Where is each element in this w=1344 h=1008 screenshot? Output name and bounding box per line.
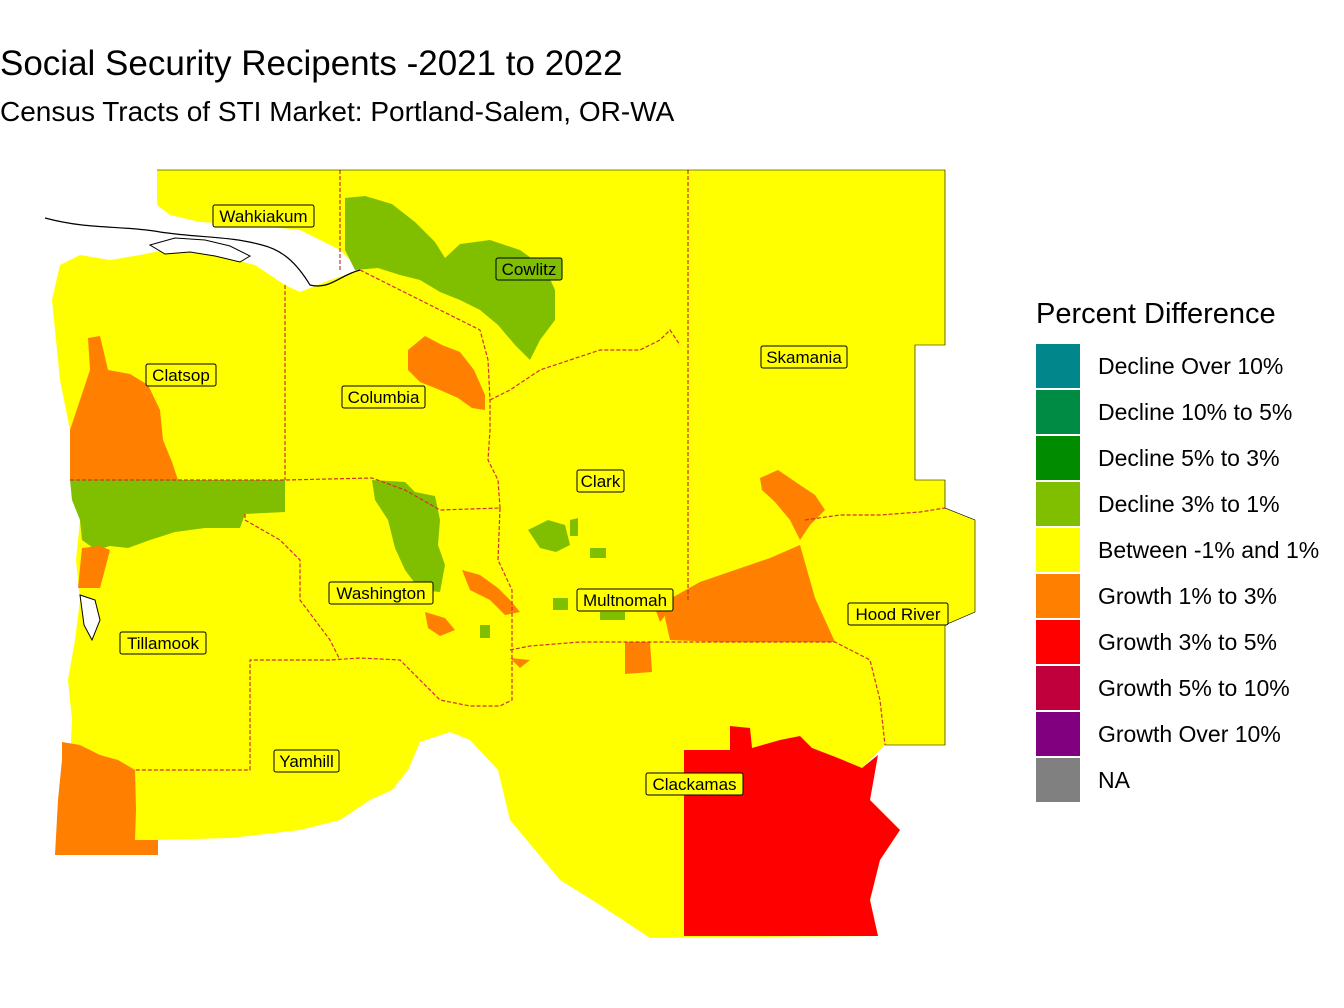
legend-label: Growth 3% to 5% <box>1098 628 1277 655</box>
legend-swatch <box>1036 482 1080 526</box>
legend-swatch <box>1036 528 1080 572</box>
legend-item: Growth Over 10% <box>1036 711 1342 757</box>
svg-text:Yamhill: Yamhill <box>279 752 333 771</box>
legend-label: Decline 3% to 1% <box>1098 490 1280 517</box>
label-cowlitz: Cowlitz <box>495 257 563 281</box>
region-growth-clatsop <box>70 336 178 480</box>
river-islands <box>148 237 252 263</box>
legend-items: Decline Over 10% Decline 10% to 5% Decline… <box>1036 343 1342 803</box>
label-washington: Washington <box>328 581 434 605</box>
region-growth-coast-small <box>78 546 110 588</box>
legend-label: Decline 5% to 3% <box>1098 444 1280 471</box>
legend-swatch <box>1036 436 1080 480</box>
label-yamhill: Yamhill <box>273 749 340 773</box>
region-growth-small-patches <box>425 570 670 674</box>
svg-text:Cowlitz: Cowlitz <box>502 260 557 279</box>
legend-item: Decline 5% to 3% <box>1036 435 1342 481</box>
legend-swatch <box>1036 390 1080 434</box>
legend-item: Between -1% and 1% <box>1036 527 1342 573</box>
legend-label: Growth 5% to 10% <box>1098 674 1290 701</box>
label-columbia: Columbia <box>341 385 426 409</box>
columbia-river <box>44 217 361 287</box>
legend-label: Between -1% and 1% <box>1098 536 1320 563</box>
county-boundaries <box>70 170 946 771</box>
legend-swatch <box>1036 574 1080 618</box>
label-tillamook: Tillamook <box>119 631 207 655</box>
region-decline-coast <box>70 480 285 550</box>
map-subtitle: Census Tracts of STI Market: Portland-Sa… <box>0 96 675 127</box>
svg-text:Hood River: Hood River <box>855 605 940 624</box>
legend-item: NA <box>1036 757 1342 803</box>
region-growth-skamania <box>760 470 825 540</box>
region-growth-columbia <box>408 336 485 410</box>
label-multnomah: Multnomah <box>576 588 674 612</box>
legend-swatch <box>1036 758 1080 802</box>
svg-text:Tillamook: Tillamook <box>127 634 200 653</box>
map-title: Social Security Recipents -2021 to 2022 <box>0 44 623 83</box>
svg-text:Clatsop: Clatsop <box>152 366 210 385</box>
region-decline-washington <box>372 480 445 592</box>
region-growth-tillamook-south <box>55 742 158 855</box>
svg-text:Skamania: Skamania <box>766 348 842 367</box>
region-decline-cowlitz <box>345 196 555 360</box>
legend-item: Decline Over 10% <box>1036 343 1342 389</box>
legend-label: NA <box>1098 766 1130 793</box>
region-growth-multnomah-east <box>665 545 835 642</box>
legend-item: Decline 10% to 5% <box>1036 389 1342 435</box>
label-clackamas: Clackamas <box>645 772 744 796</box>
label-clark: Clark <box>576 469 625 493</box>
legend-item: Decline 3% to 1% <box>1036 481 1342 527</box>
legend-label: Growth Over 10% <box>1098 720 1281 747</box>
region-decline-clark-small <box>480 518 625 638</box>
svg-text:Clackamas: Clackamas <box>652 775 736 794</box>
county-labels: Wahkiakum Cowlitz Clatsop Columbia Skama… <box>119 204 949 796</box>
svg-text:Clark: Clark <box>581 472 621 491</box>
legend-swatch <box>1036 344 1080 388</box>
legend: Percent Difference Decline Over 10% Decli… <box>1036 298 1342 803</box>
label-wahkiakum: Wahkiakum <box>212 204 315 228</box>
legend-swatch <box>1036 712 1080 756</box>
legend-item: Growth 3% to 5% <box>1036 619 1342 665</box>
legend-item: Growth 1% to 3% <box>1036 573 1342 619</box>
svg-text:Washington: Washington <box>336 584 425 603</box>
legend-label: Decline 10% to 5% <box>1098 398 1293 425</box>
coast-inlet <box>79 594 101 642</box>
legend-swatch <box>1036 666 1080 710</box>
label-clatsop: Clatsop <box>145 363 217 387</box>
legend-label: Decline Over 10% <box>1098 352 1284 379</box>
legend-swatch <box>1036 620 1080 664</box>
svg-text:Wahkiakum: Wahkiakum <box>219 207 307 226</box>
legend-label: Growth 1% to 3% <box>1098 582 1277 609</box>
svg-text:Multnomah: Multnomah <box>583 591 667 610</box>
label-skamania: Skamania <box>760 345 848 369</box>
legend-item: Growth 5% to 10% <box>1036 665 1342 711</box>
legend-title: Percent Difference <box>1036 298 1276 330</box>
svg-text:Columbia: Columbia <box>348 388 420 407</box>
map-outline <box>157 169 976 746</box>
label-hood-river: Hood River <box>847 602 949 626</box>
